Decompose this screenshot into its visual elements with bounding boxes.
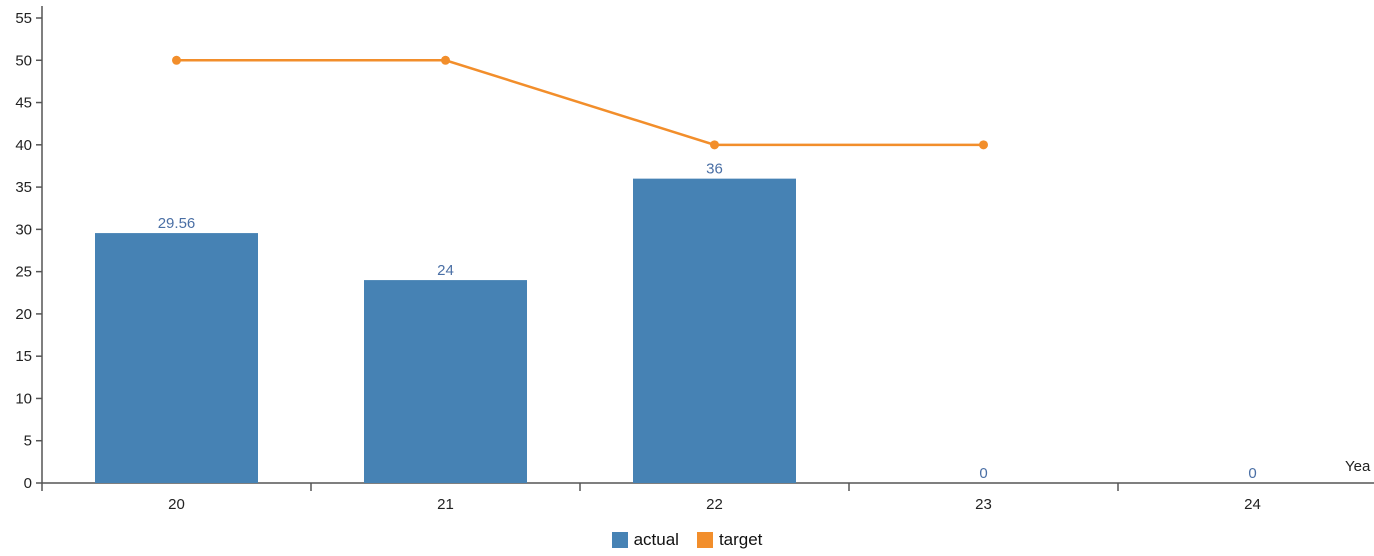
x-tick-label: 21 — [437, 496, 454, 513]
bar-actual[interactable] — [95, 233, 258, 483]
y-tick-label: 35 — [15, 179, 32, 196]
bar-value-label: 0 — [1248, 465, 1256, 482]
y-axis: 0 5 10 15 20 25 30 35 40 45 50 55 — [15, 6, 43, 492]
bar-value-label: 0 — [979, 465, 987, 482]
y-tick-label: 50 — [15, 52, 32, 69]
legend-swatch-actual — [611, 532, 628, 548]
y-tick-label: 20 — [15, 306, 32, 323]
x-axis-label: Yea — [1345, 458, 1371, 475]
x-tick-label: 22 — [706, 496, 723, 513]
line-target-path — [176, 59, 984, 147]
target-point[interactable] — [441, 55, 450, 65]
bar-value-label: 29.56 — [158, 215, 196, 232]
y-tick-label: 5 — [24, 433, 32, 450]
y-tick-label: 25 — [15, 264, 32, 281]
bars-actual — [95, 178, 796, 484]
legend-item-target[interactable]: target — [696, 530, 763, 550]
bar-actual[interactable] — [364, 280, 527, 483]
x-tick-label: 24 — [1244, 496, 1261, 513]
bar-value-label: 36 — [706, 161, 723, 178]
bar-actual[interactable] — [633, 178, 796, 484]
legend-swatch-target — [696, 532, 713, 548]
y-tick-label: 15 — [15, 348, 32, 365]
target-point[interactable] — [710, 140, 719, 150]
y-tick-label: 10 — [15, 390, 32, 407]
bar-labels: 29.56 24 36 0 0 — [158, 161, 1257, 482]
legend-label-actual: actual — [633, 530, 679, 549]
legend-label-target: target — [718, 530, 763, 549]
target-point[interactable] — [979, 140, 988, 150]
x-tick-label: 23 — [975, 496, 992, 513]
y-tick-label: 40 — [15, 137, 32, 154]
y-tick-label: 30 — [15, 221, 32, 238]
line-target — [172, 55, 988, 150]
x-tick-label: 20 — [168, 496, 185, 513]
bar-value-label: 24 — [437, 262, 454, 279]
x-axis: 20 21 22 23 24 — [41, 482, 1374, 513]
legend: actual target — [0, 530, 1374, 550]
target-point[interactable] — [172, 55, 181, 65]
legend-item-actual[interactable]: actual — [611, 530, 679, 550]
y-tick-label: 45 — [15, 95, 32, 112]
y-tick-label: 55 — [15, 10, 32, 27]
y-tick-label: 0 — [24, 475, 32, 492]
